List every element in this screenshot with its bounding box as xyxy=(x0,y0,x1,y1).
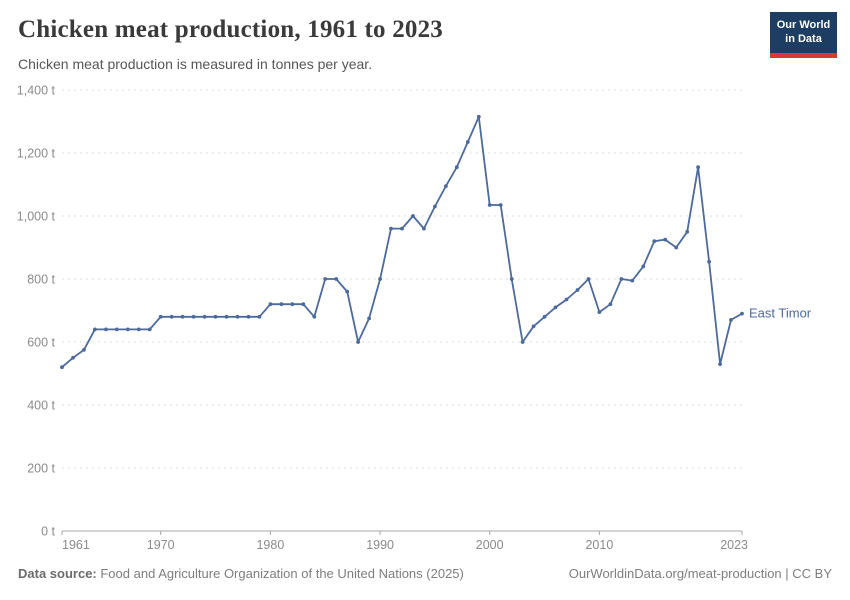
data-point-marker xyxy=(564,297,569,302)
data-point-marker xyxy=(509,277,514,281)
data-point-marker xyxy=(279,302,284,307)
y-axis-label: 200 t xyxy=(27,462,55,476)
data-point-marker xyxy=(400,226,404,231)
data-point-marker xyxy=(630,278,635,283)
data-point-marker xyxy=(476,114,481,119)
x-axis-label: 2023 xyxy=(720,538,748,552)
data-point-marker xyxy=(367,316,371,321)
data-point-marker xyxy=(718,362,722,366)
chart-footer: Data source: Food and Agriculture Organi… xyxy=(18,566,832,581)
data-point-marker xyxy=(356,340,360,344)
data-point-marker xyxy=(312,314,317,319)
data-point-marker xyxy=(378,277,382,281)
data-point-marker xyxy=(301,302,306,307)
y-axis-label: 1,400 t xyxy=(17,84,56,98)
data-point-marker xyxy=(619,277,624,281)
data-point-marker xyxy=(202,314,207,319)
y-axis-label: 800 t xyxy=(27,273,55,287)
data-point-marker xyxy=(125,327,130,332)
line-series-east-timor xyxy=(61,115,743,369)
data-point-marker xyxy=(136,327,141,332)
data-point-marker xyxy=(422,226,426,231)
x-axis-label: 2010 xyxy=(585,538,613,552)
data-point-marker xyxy=(71,355,75,360)
y-axis-label: 1,000 t xyxy=(17,210,56,224)
data-point-marker xyxy=(235,314,240,319)
data-point-marker xyxy=(444,184,448,188)
data-point-marker xyxy=(290,302,295,307)
data-point-marker xyxy=(586,277,591,281)
data-point-marker xyxy=(575,288,580,292)
page-title: Chicken meat production, 1961 to 2023 xyxy=(18,16,444,43)
data-point-marker xyxy=(213,314,218,319)
data-point-marker xyxy=(82,348,86,352)
data-point-marker xyxy=(498,203,503,207)
data-point-marker xyxy=(268,302,273,307)
data-point-marker xyxy=(169,314,174,319)
data-point-marker xyxy=(323,277,328,281)
x-axis-label: 1980 xyxy=(256,538,284,552)
data-point-marker xyxy=(334,277,339,281)
data-point-marker xyxy=(674,245,679,250)
x-axis-label: 1990 xyxy=(366,538,394,552)
data-point-marker xyxy=(531,324,536,329)
data-source-text: Food and Agriculture Organization of the… xyxy=(96,566,464,581)
data-point-marker xyxy=(652,239,657,244)
data-point-marker xyxy=(246,314,251,319)
data-point-marker xyxy=(707,259,711,264)
line-chart: 0 t 200 t 400 t 600 t 800 t 1,000 t 1,200 t 1,4… xyxy=(17,84,812,553)
data-point-marker xyxy=(696,165,700,170)
data-point-marker xyxy=(454,165,459,170)
data-point-marker xyxy=(597,310,602,314)
data-point-marker xyxy=(345,289,350,294)
data-point-marker xyxy=(465,140,470,144)
owid-logo-line2: in Data xyxy=(785,32,822,45)
data-point-marker xyxy=(180,314,185,319)
data-point-marker xyxy=(389,226,393,231)
data-point-marker xyxy=(158,314,163,319)
data-point-marker xyxy=(608,302,613,307)
data-point-marker xyxy=(60,365,64,370)
owid-logo[interactable]: Our World in Data xyxy=(770,12,837,58)
data-point-marker xyxy=(411,214,415,218)
data-point-marker xyxy=(542,314,547,319)
data-point-marker xyxy=(191,314,196,319)
owid-logo-line1: Our World xyxy=(776,19,831,31)
data-point-marker xyxy=(685,229,690,234)
data-point-marker xyxy=(520,340,525,344)
data-point-marker xyxy=(147,327,152,332)
x-axis-label: 1970 xyxy=(147,538,175,552)
series-label-east-timor: East Timor xyxy=(749,306,812,321)
y-axis-label: 0 t xyxy=(41,525,55,539)
data-point-marker xyxy=(740,311,744,316)
x-axis-label: 1961 xyxy=(62,538,90,552)
data-point-marker xyxy=(114,327,119,332)
owid-citation-link[interactable]: OurWorldinData.org/meat-production | CC … xyxy=(568,566,832,581)
data-point-marker xyxy=(433,204,437,209)
data-point-marker xyxy=(487,203,492,207)
x-axis-label: 2000 xyxy=(476,538,504,552)
y-axis-label: 600 t xyxy=(27,336,55,350)
data-point-marker xyxy=(553,305,558,310)
data-point-marker xyxy=(93,327,97,332)
data-source-note: Data source: Food and Agriculture Organi… xyxy=(18,566,464,581)
chart-subtitle: Chicken meat production is measured in t… xyxy=(18,56,373,72)
y-axis-label: 1,200 t xyxy=(17,147,56,161)
data-point-marker xyxy=(641,264,646,269)
y-axis-label: 400 t xyxy=(27,399,55,413)
data-point-marker xyxy=(663,237,668,242)
data-source-label: Data source: xyxy=(18,566,97,581)
data-point-marker xyxy=(257,314,262,319)
data-point-marker xyxy=(104,327,108,332)
data-point-marker xyxy=(729,318,733,322)
data-point-marker xyxy=(224,314,229,319)
